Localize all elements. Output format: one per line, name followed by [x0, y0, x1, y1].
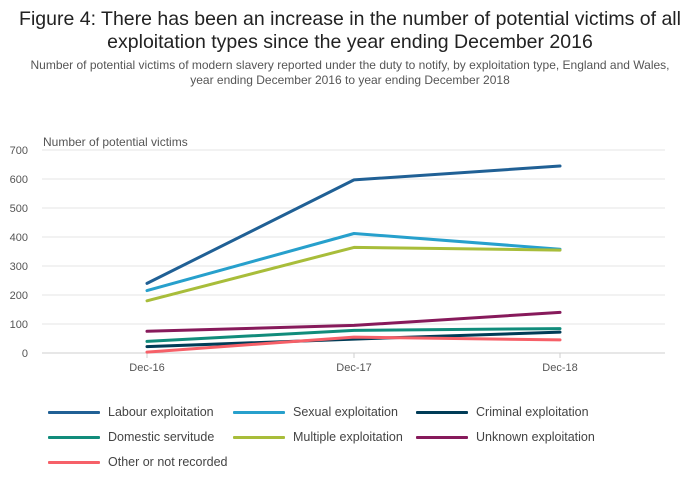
legend-swatch [233, 435, 285, 439]
series-line-other-or-not-recorded[interactable] [145, 335, 562, 354]
legend-swatch [48, 410, 100, 414]
series-line-unknown-exploitation[interactable] [145, 310, 562, 333]
legend-label: Domestic servitude [108, 430, 215, 444]
y-axis-ticks: 0 100 200 300 400 500 600 700 [10, 145, 28, 360]
legend-swatch [233, 410, 285, 414]
legend-item[interactable]: Domestic servitude [48, 430, 214, 444]
legend-label: Labour exploitation [108, 405, 214, 419]
legend-swatch [48, 435, 100, 439]
legend-label: Multiple exploitation [293, 430, 403, 444]
legend-item[interactable]: Sexual exploitation [233, 405, 398, 419]
legend-item[interactable]: Labour exploitation [48, 405, 214, 419]
line-chart: Number of potential victims 0 100 200 300 40… [10, 135, 665, 374]
x-tick-label: Dec-17 [336, 362, 371, 374]
chart-title: Figure 4: There has been an increase in … [19, 8, 681, 53]
legend-swatch [48, 460, 100, 464]
series-line-sexual-exploitation[interactable] [145, 232, 562, 293]
legend-label: Sexual exploitation [293, 405, 398, 419]
legend-item[interactable]: Unknown exploitation [416, 430, 595, 444]
y-tick-label: 0 [22, 348, 28, 360]
y-tick-label: 600 [10, 174, 28, 186]
chart-subtitle: Number of potential victims of modern sl… [30, 58, 670, 87]
series-line-criminal-exploitation[interactable] [145, 330, 562, 349]
legend-item[interactable]: Criminal exploitation [416, 405, 589, 419]
series-line-labour-exploitation[interactable] [145, 164, 562, 285]
x-tick-label: Dec-16 [129, 362, 164, 374]
y-axis-label: Number of potential victims [43, 135, 188, 149]
series-lines [145, 164, 562, 354]
legend-swatch [416, 410, 468, 414]
y-tick-label: 100 [10, 319, 28, 331]
series-line-domestic-servitude[interactable] [145, 327, 562, 343]
y-tick-label: 400 [10, 232, 28, 244]
legend-label: Unknown exploitation [476, 430, 595, 444]
legend-item[interactable]: Multiple exploitation [233, 430, 403, 444]
series-line-multiple-exploitation[interactable] [145, 245, 562, 303]
legend-label: Other or not recorded [108, 455, 228, 469]
y-tick-label: 200 [10, 290, 28, 302]
legend-label: Criminal exploitation [476, 405, 589, 419]
x-tick-label: Dec-18 [542, 362, 577, 374]
y-tick-label: 500 [10, 203, 28, 215]
y-tick-label: 300 [10, 261, 28, 273]
x-axis-ticks: Dec-16 Dec-17 Dec-18 [129, 353, 578, 374]
legend-item[interactable]: Other or not recorded [48, 455, 228, 469]
legend-swatch [416, 435, 468, 439]
y-tick-label: 700 [10, 145, 28, 157]
